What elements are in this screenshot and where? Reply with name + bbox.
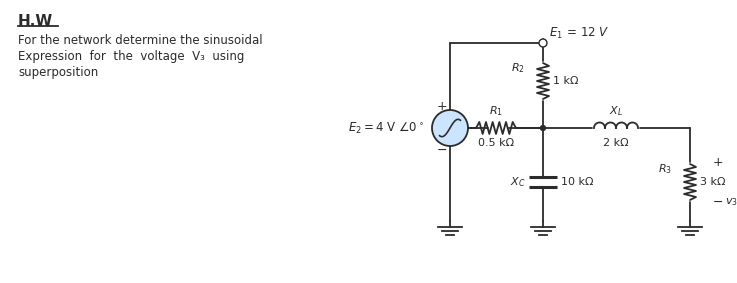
Text: +: + xyxy=(713,155,723,168)
Text: −: − xyxy=(713,196,723,209)
Text: $v_3$: $v_3$ xyxy=(725,196,737,208)
Text: $R_3$: $R_3$ xyxy=(658,162,672,176)
Text: −: − xyxy=(437,143,447,156)
Text: H.W: H.W xyxy=(18,14,53,29)
Text: $X_C$: $X_C$ xyxy=(509,175,525,189)
Circle shape xyxy=(432,110,468,146)
Text: For the network determine the sinusoidal: For the network determine the sinusoidal xyxy=(18,34,262,47)
Text: $E_1\,=\,12$ V: $E_1\,=\,12$ V xyxy=(549,25,609,40)
Text: $E_2 = 4$ V $\angle 0^\circ$: $E_2 = 4$ V $\angle 0^\circ$ xyxy=(348,120,424,136)
Text: 10 kΩ: 10 kΩ xyxy=(561,177,593,187)
Text: 1 kΩ: 1 kΩ xyxy=(553,76,579,86)
Text: 3 kΩ: 3 kΩ xyxy=(700,177,725,187)
Text: Expression  for  the  voltage  V₃  using: Expression for the voltage V₃ using xyxy=(18,50,245,63)
Text: superposition: superposition xyxy=(18,66,98,79)
Text: 0.5 kΩ: 0.5 kΩ xyxy=(478,138,514,148)
Circle shape xyxy=(540,125,545,130)
Text: $R_1$: $R_1$ xyxy=(489,104,503,118)
Text: $R_2$: $R_2$ xyxy=(511,61,525,75)
Text: +: + xyxy=(437,100,447,113)
Text: 2 kΩ: 2 kΩ xyxy=(603,138,629,148)
Text: $X_L$: $X_L$ xyxy=(609,104,623,118)
Circle shape xyxy=(539,39,547,47)
